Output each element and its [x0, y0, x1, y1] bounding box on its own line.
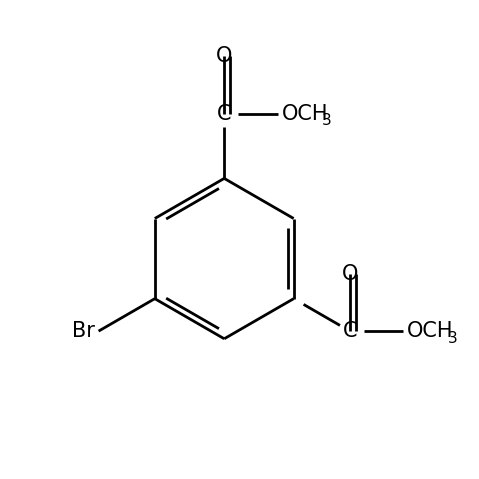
- Text: C: C: [217, 103, 231, 124]
- Text: C: C: [342, 321, 357, 341]
- Text: O: O: [216, 46, 232, 66]
- Text: OCH: OCH: [407, 321, 454, 341]
- Text: 3: 3: [447, 331, 457, 345]
- Text: O: O: [342, 264, 358, 284]
- Text: 3: 3: [322, 113, 332, 128]
- Text: Br: Br: [72, 321, 95, 341]
- Text: OCH: OCH: [282, 103, 328, 124]
